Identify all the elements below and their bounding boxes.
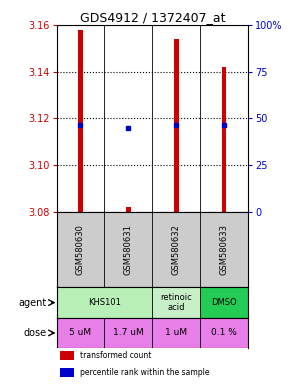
Text: KHS101: KHS101 [88, 298, 121, 307]
Text: percentile rank within the sample: percentile rank within the sample [79, 368, 209, 377]
Text: retinoic
acid: retinoic acid [160, 293, 192, 312]
Bar [200, 212, 248, 287]
Bar [57, 212, 104, 287]
Bar [152, 318, 200, 348]
Bar [78, 30, 83, 212]
Bar [60, 368, 74, 377]
Text: GSM580632: GSM580632 [172, 224, 181, 275]
Bar [57, 318, 104, 348]
Text: 5 uM: 5 uM [69, 328, 92, 338]
Bar [152, 212, 200, 287]
Bar [126, 207, 131, 212]
Bar [200, 318, 248, 348]
Text: GSM580630: GSM580630 [76, 224, 85, 275]
Text: 0.1 %: 0.1 % [211, 328, 237, 338]
Text: 1 uM: 1 uM [165, 328, 187, 338]
Title: GDS4912 / 1372407_at: GDS4912 / 1372407_at [79, 11, 225, 24]
Bar [60, 351, 74, 360]
Bar [174, 39, 179, 212]
Bar [152, 287, 200, 318]
Text: DMSO: DMSO [211, 298, 237, 307]
Text: dose: dose [24, 328, 47, 338]
Bar [200, 287, 248, 318]
Bar [104, 318, 152, 348]
Text: transformed count: transformed count [79, 351, 151, 360]
Text: 1.7 uM: 1.7 uM [113, 328, 144, 338]
Text: agent: agent [19, 298, 47, 308]
Text: GSM580631: GSM580631 [124, 224, 133, 275]
Bar [222, 67, 226, 212]
Bar [104, 212, 152, 287]
Text: GSM580633: GSM580633 [220, 224, 229, 275]
Bar [57, 287, 152, 318]
